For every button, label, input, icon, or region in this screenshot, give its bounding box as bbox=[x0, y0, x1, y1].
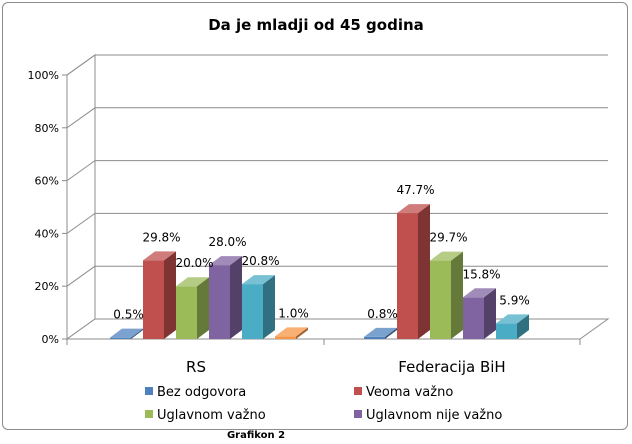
bar bbox=[176, 277, 209, 339]
legend-item: Bez odgovora bbox=[145, 385, 246, 400]
bar-side bbox=[296, 327, 308, 339]
bar bbox=[496, 314, 529, 339]
bar-side bbox=[197, 277, 209, 339]
data-label: 5.9% bbox=[499, 293, 530, 307]
bar-top bbox=[275, 327, 308, 337]
data-label: 20.8% bbox=[241, 254, 279, 268]
bar-top bbox=[463, 288, 496, 298]
bar-side bbox=[263, 275, 275, 339]
bar-side bbox=[230, 256, 242, 339]
bar-front bbox=[110, 337, 131, 339]
label-layer: 0.5% 29.8% 20.0% 28.0% 20.8% 1.0% 0.8% 47.7% 29.… bbox=[113, 183, 530, 322]
bar-front bbox=[364, 336, 385, 339]
bar bbox=[209, 256, 242, 339]
legend-label: Veoma važno bbox=[366, 385, 453, 400]
x-category-label: Federacija BiH bbox=[398, 358, 505, 376]
chart-frame bbox=[2, 2, 628, 430]
gridline-depth bbox=[66, 107, 96, 129]
bar-side bbox=[131, 328, 143, 339]
legend-item: Veoma važno bbox=[354, 385, 453, 400]
y-tick-label: 40% bbox=[35, 227, 59, 240]
bar bbox=[143, 251, 176, 339]
legend-label: Bez odgovora bbox=[157, 385, 246, 400]
bar bbox=[364, 327, 397, 339]
gridline-depth bbox=[66, 265, 96, 287]
data-label: 47.7% bbox=[396, 183, 434, 197]
bar-front bbox=[176, 286, 197, 339]
bar-top bbox=[209, 256, 242, 266]
bar-side bbox=[385, 327, 397, 339]
side-wall bbox=[66, 54, 96, 340]
data-label: 0.8% bbox=[367, 307, 398, 321]
data-label: 29.7% bbox=[429, 231, 467, 245]
bar-side bbox=[451, 251, 463, 339]
gridline-depth bbox=[66, 160, 96, 182]
bar-top bbox=[143, 251, 176, 261]
data-label: 15.8% bbox=[462, 267, 500, 281]
figure-caption: Grafikon 2 bbox=[226, 430, 286, 441]
data-label: 1.0% bbox=[278, 306, 309, 320]
legend-swatch bbox=[354, 410, 362, 418]
bar-front bbox=[275, 336, 296, 339]
bar-side bbox=[517, 314, 529, 339]
chart-title: Da je mladji od 45 godina bbox=[208, 16, 424, 34]
legend-item: Uglavnom važno bbox=[145, 408, 266, 423]
legend: Bez odgovora Veoma važno Uglavnom važno Ugl… bbox=[145, 385, 502, 423]
bar-top bbox=[110, 328, 143, 338]
data-label: 28.0% bbox=[208, 235, 246, 249]
legend-label: Uglavnom nije važno bbox=[366, 408, 502, 423]
data-label: 20.0% bbox=[175, 256, 213, 270]
bar-layer bbox=[110, 204, 529, 339]
y-tick-label: 80% bbox=[35, 122, 59, 135]
bar bbox=[463, 288, 496, 339]
legend-swatch bbox=[145, 410, 153, 418]
bar-front bbox=[496, 323, 517, 339]
bar-top bbox=[397, 204, 430, 214]
bar-front bbox=[209, 265, 230, 339]
bar-top bbox=[364, 327, 397, 337]
bar bbox=[110, 328, 143, 339]
bar-front bbox=[397, 213, 418, 339]
bar-top bbox=[430, 251, 463, 261]
bar-top bbox=[242, 275, 275, 285]
data-label: 0.5% bbox=[113, 308, 144, 322]
bar-side bbox=[164, 251, 176, 339]
bar-side bbox=[484, 288, 496, 339]
gridline-depth bbox=[66, 54, 96, 76]
gridline-depth bbox=[66, 212, 96, 234]
legend-label: Uglavnom važno bbox=[157, 408, 266, 423]
y-tick-label: 20% bbox=[35, 280, 59, 293]
bar bbox=[275, 327, 308, 339]
legend-swatch bbox=[145, 387, 153, 395]
y-tick-label: 100% bbox=[28, 69, 59, 82]
bar bbox=[397, 204, 430, 339]
bar-front bbox=[143, 260, 164, 339]
bar-front bbox=[463, 297, 484, 339]
bar bbox=[430, 251, 463, 339]
bar-front bbox=[430, 260, 451, 339]
data-label: 29.8% bbox=[142, 230, 180, 244]
bar bbox=[242, 275, 275, 339]
bar-top bbox=[176, 277, 209, 287]
x-category-label: RS bbox=[186, 358, 206, 376]
bar-front bbox=[242, 284, 263, 339]
legend-item: Uglavnom nije važno bbox=[354, 408, 502, 423]
bar-top bbox=[496, 314, 529, 324]
bar-side bbox=[418, 204, 430, 339]
y-tick-label: 60% bbox=[35, 175, 59, 188]
legend-swatch bbox=[354, 387, 362, 395]
y-tick-label: 0% bbox=[42, 333, 59, 346]
